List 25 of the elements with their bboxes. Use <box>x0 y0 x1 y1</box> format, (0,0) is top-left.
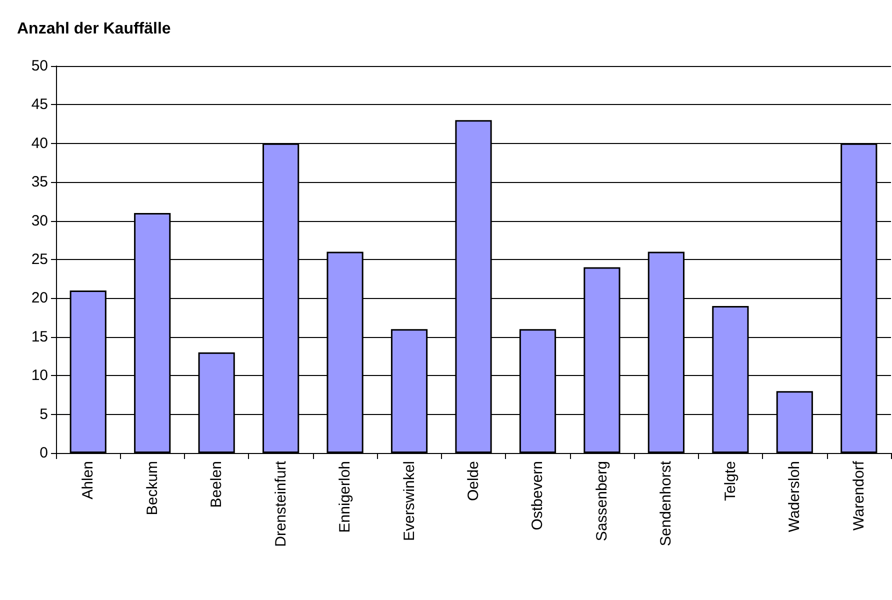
x-tick-label: Telgte <box>722 461 739 502</box>
y-tick-label: 35 <box>31 174 48 191</box>
x-tick-label: Sassenberg <box>593 461 610 542</box>
x-tick-label: Beelen <box>208 461 226 508</box>
x-tick-label: Ahlen <box>80 461 97 500</box>
x-tick-label: Everswinkel <box>400 461 418 542</box>
y-tick-label: 45 <box>31 96 48 114</box>
y-tick-label: 10 <box>31 367 48 384</box>
x-tick-label: Sendenhorst <box>658 460 675 546</box>
y-tick-label: 20 <box>31 290 48 307</box>
x-tick-label: Drensteinfurt <box>272 460 290 547</box>
x-tick-label: Ostbevern <box>529 461 546 530</box>
chart-title: Anzahl der Kauffälle <box>17 20 171 38</box>
y-tick-label: 50 <box>31 58 48 74</box>
y-tick-label: 15 <box>31 328 48 346</box>
x-tick-label: Wadersloh <box>786 461 804 532</box>
x-tick-label: Beckum <box>144 461 161 516</box>
x-tick-label: Warendorf <box>850 460 868 530</box>
y-tick-label: 30 <box>31 212 48 230</box>
y-tick-label: 25 <box>31 251 48 268</box>
y-tick-label: 5 <box>40 406 48 423</box>
x-tick-label: Ennigerloh <box>336 461 354 533</box>
y-tick-label: 40 <box>31 134 48 152</box>
y-tick-label: 0 <box>40 444 48 462</box>
x-tick-label: Oelde <box>465 461 482 502</box>
